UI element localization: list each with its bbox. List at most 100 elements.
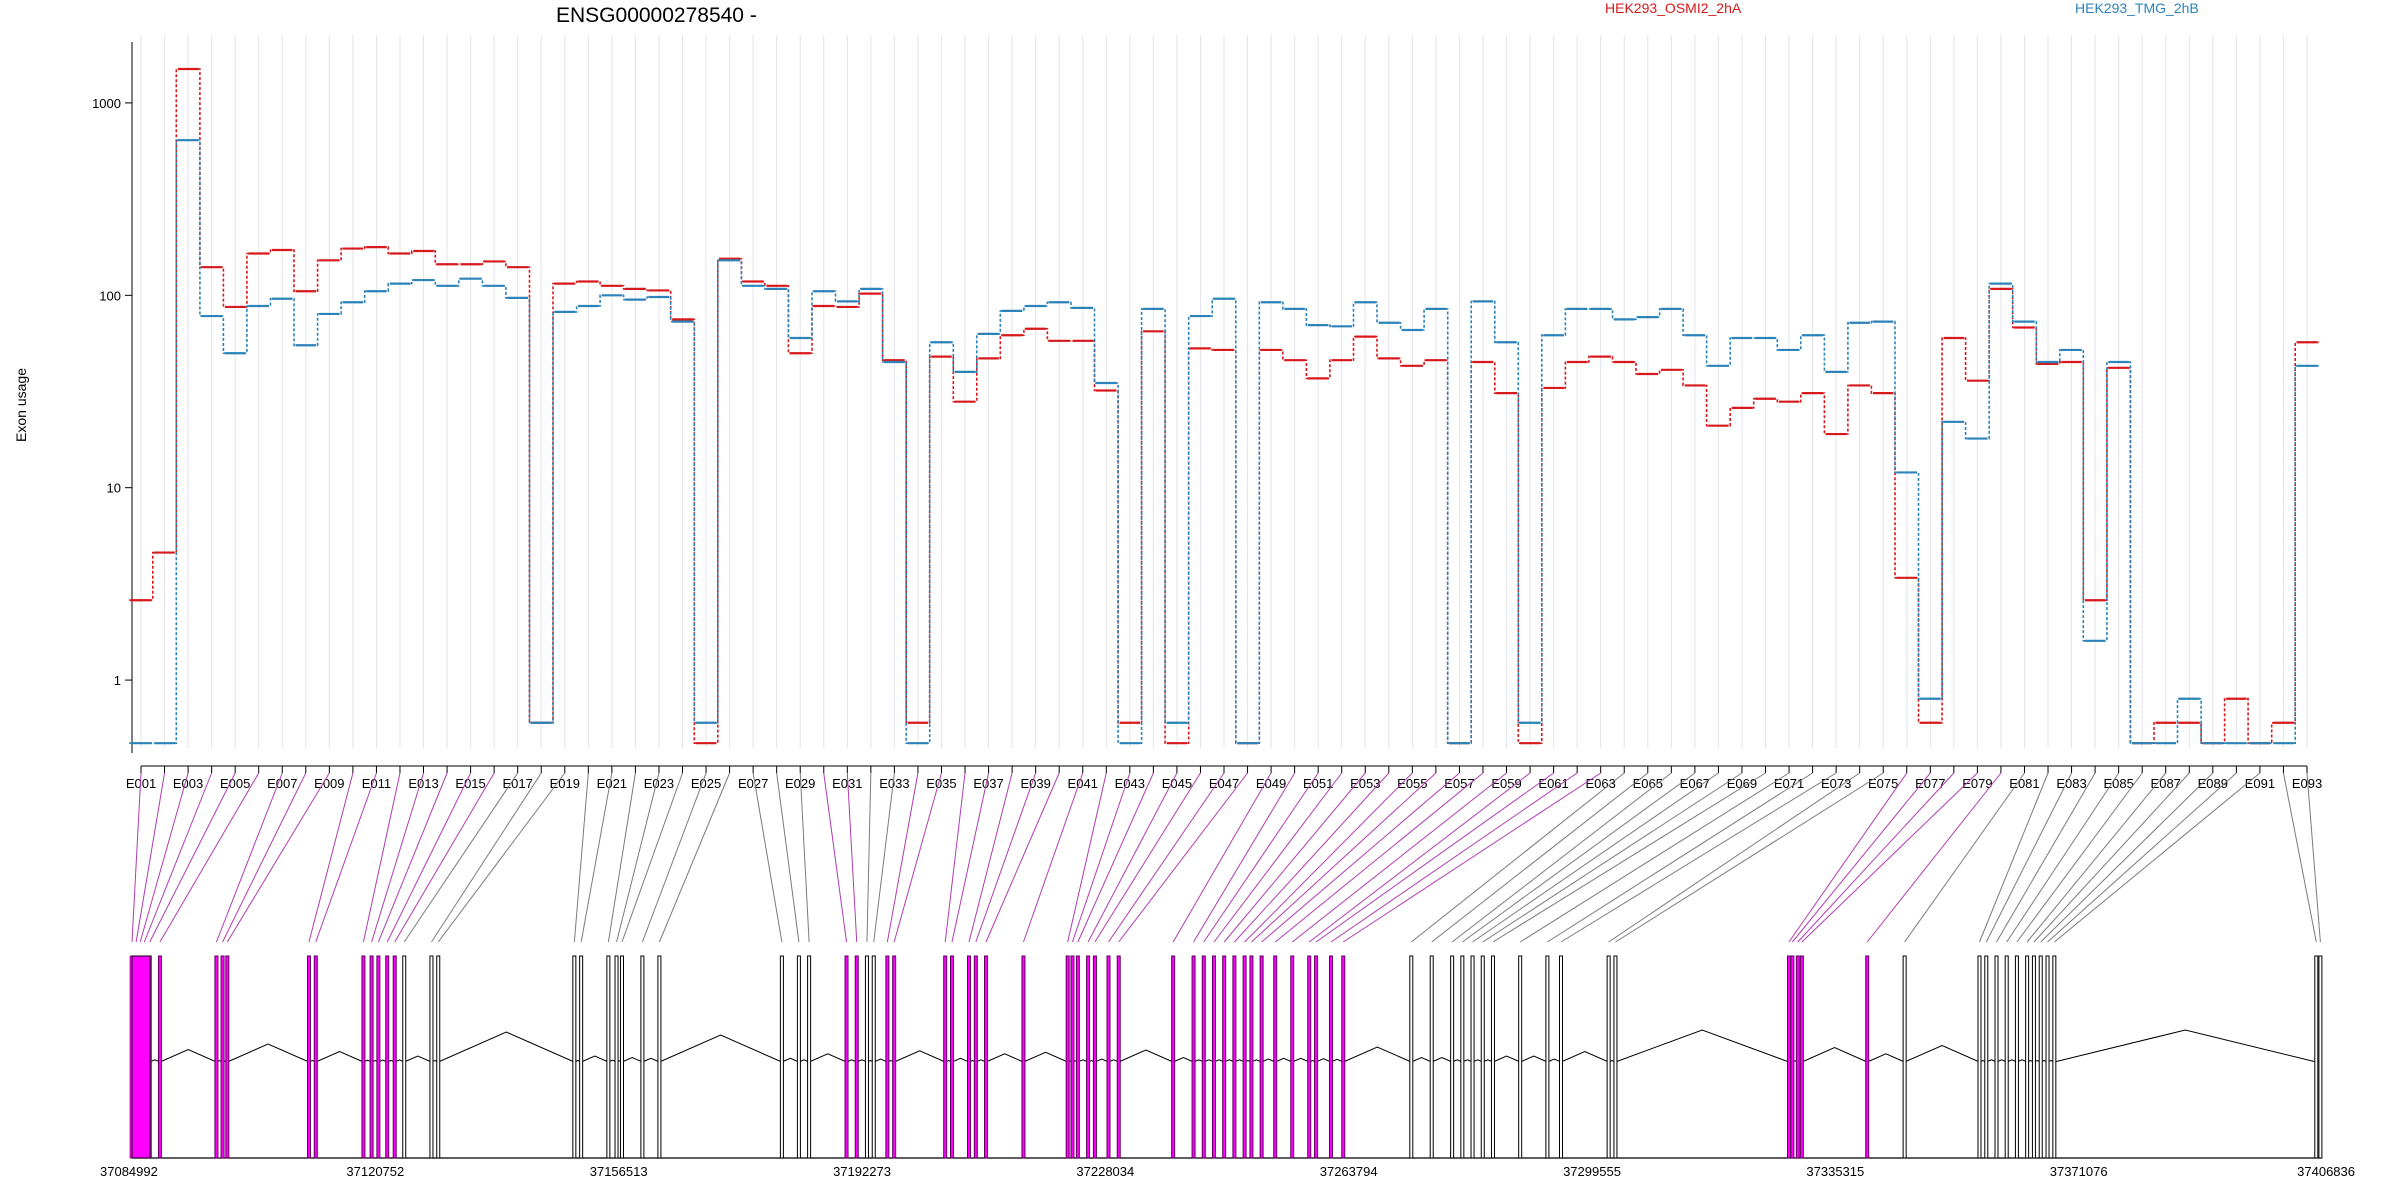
exon-connector — [1866, 772, 2002, 943]
intron — [1275, 1057, 1293, 1063]
exon-block — [1116, 955, 1121, 1159]
exon-block — [1171, 955, 1176, 1159]
exon-block — [1902, 955, 1907, 1159]
exon-connector — [607, 772, 636, 943]
x-tick-label: E045 — [1162, 776, 1192, 791]
exon-connector — [1985, 772, 2073, 943]
exon-block — [1460, 955, 1465, 1159]
exon-block — [844, 955, 849, 1159]
genome-coordinate-label: 37371076 — [2050, 1164, 2108, 1179]
exon-connector — [2026, 772, 2167, 943]
exon-block — [402, 955, 407, 1159]
exon-connector — [308, 772, 354, 943]
exon-connector — [1067, 772, 1107, 943]
exon-connector — [362, 772, 401, 943]
intron — [1023, 1051, 1068, 1063]
intron — [438, 1031, 575, 1063]
exon-block — [950, 955, 955, 1159]
exon-connector — [616, 772, 660, 943]
exon-connector — [823, 772, 848, 943]
genome-coordinate-label: 37263794 — [1320, 1164, 1378, 1179]
exon-block — [1470, 955, 1475, 1159]
exon-block — [943, 955, 948, 1159]
exon-connector — [1077, 772, 1154, 943]
intron — [642, 1057, 660, 1063]
exon-connector — [2033, 772, 2190, 943]
genome-coordinate-label: 37084992 — [100, 1164, 158, 1179]
exon-connector — [1801, 772, 1978, 943]
exon-block — [973, 955, 978, 1159]
exon-connector — [873, 772, 895, 943]
x-tick-label: E069 — [1727, 776, 1757, 791]
x-tick-label: E025 — [691, 776, 721, 791]
exon-block — [2045, 955, 2050, 1159]
exon-block — [2025, 955, 2030, 1159]
intron — [1431, 1056, 1453, 1063]
exon-connector — [886, 772, 919, 943]
exon-block — [1799, 955, 1804, 1159]
exon-block — [1450, 955, 1455, 1159]
gene-model — [129, 955, 2323, 1159]
exon-block — [854, 955, 859, 1159]
exon-block — [2052, 955, 2057, 1159]
exon-block — [306, 955, 311, 1159]
exon-connectors — [131, 772, 2321, 943]
exon-connector — [135, 772, 166, 943]
exon-block — [1341, 955, 1346, 1159]
exon-connector — [1274, 772, 1484, 943]
intron — [781, 1057, 800, 1063]
x-tick-label: E027 — [738, 776, 768, 791]
x-tick-label: E001 — [126, 776, 156, 791]
exon-connector — [641, 772, 707, 943]
exon-block — [1070, 955, 1075, 1159]
exon-connector — [394, 772, 495, 943]
x-tick-label: E011 — [362, 776, 391, 791]
exon-connector — [2282, 772, 2317, 943]
x-tick-label: E041 — [1068, 776, 1098, 791]
exon-block — [1273, 955, 1278, 1159]
exon-connector — [1482, 772, 1743, 943]
exon-connector — [1213, 772, 1343, 943]
exon-block — [796, 955, 801, 1159]
intron — [893, 1050, 946, 1063]
intron — [808, 1053, 847, 1063]
exon-connector — [1431, 772, 1649, 943]
exon-block — [1201, 955, 1206, 1159]
exon-block — [157, 955, 162, 1159]
exon-connector — [1022, 772, 1084, 943]
exon-block — [1994, 955, 1999, 1159]
intron — [403, 1055, 432, 1063]
exon-block — [225, 955, 230, 1159]
intron — [1261, 1058, 1276, 1063]
exon-block — [1211, 955, 1216, 1159]
exon-connector — [2306, 772, 2321, 943]
genome-coordinate-label: 37406836 — [2297, 1164, 2355, 1179]
exon-block — [369, 955, 374, 1159]
exon-connector — [131, 772, 142, 943]
exon-block — [361, 955, 366, 1159]
exon-block — [892, 955, 897, 1159]
exon-block — [392, 955, 397, 1159]
y-axis-label: Exon usage — [13, 368, 29, 442]
intron — [951, 1057, 970, 1063]
exon-connector — [215, 772, 283, 943]
intron — [1547, 1058, 1562, 1063]
exon-connector — [1451, 772, 1672, 943]
exon-connector — [1223, 772, 1366, 943]
x-tick-label: E085 — [2103, 776, 2133, 791]
exon-block — [1075, 955, 1080, 1159]
exon-connector — [1410, 772, 1625, 943]
exon-block — [619, 955, 624, 1159]
exon-block — [640, 955, 645, 1159]
x-tick-label: E033 — [879, 776, 909, 791]
intron — [1292, 1057, 1310, 1063]
exon-block — [1232, 955, 1237, 1159]
exon-block — [220, 955, 225, 1159]
exon-connector — [1108, 772, 1225, 943]
x-tick-label: E021 — [597, 776, 627, 791]
x-tick-label: E035 — [926, 776, 956, 791]
exon-block — [1613, 955, 1618, 1159]
exon-connector — [1251, 772, 1437, 943]
exon-connector — [1492, 772, 1766, 943]
